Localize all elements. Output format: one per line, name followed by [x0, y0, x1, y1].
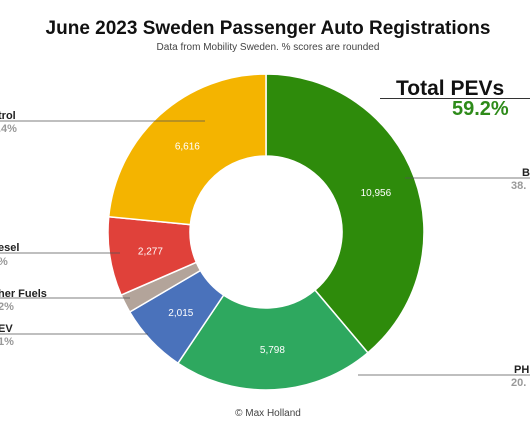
value-label-diesel: 2,277 [138, 246, 163, 257]
value-label-phev: 5,798 [260, 345, 285, 356]
side-label-petrol: trol [0, 110, 16, 122]
value-label-bev: 10,956 [361, 188, 392, 199]
side-label-bev: B [522, 167, 530, 179]
chart-title: June 2023 Sweden Passenger Auto Registra… [45, 18, 491, 39]
side-percent-hev: 1% [0, 336, 14, 348]
side-percent-petrol: .4% [0, 123, 17, 135]
side-label-hev: EV [0, 323, 13, 335]
side-percent-diesel: % [0, 256, 8, 268]
side-percent-phev: 20. [511, 377, 526, 389]
value-label-hev: 2,015 [168, 308, 193, 319]
total-pev-label: Total PEVs [396, 77, 505, 100]
slice-bev [265, 73, 425, 354]
credit-text: © Max Holland [235, 408, 301, 419]
chart-subtitle: Data from Mobility Sweden. % scores are … [156, 42, 380, 53]
side-percent-other-fuels: 2% [0, 301, 14, 313]
total-pev-value: 59.2% [452, 98, 509, 120]
pev-divider [380, 98, 530, 99]
value-label-petrol: 6,616 [175, 141, 200, 152]
side-label-phev: PH [514, 364, 529, 376]
side-percent-bev: 38. [511, 180, 526, 192]
slice-petrol [107, 73, 267, 226]
side-label-diesel: esel [0, 242, 19, 254]
slice-phev [176, 289, 369, 391]
side-label-other-fuels: her Fuels [0, 288, 47, 300]
